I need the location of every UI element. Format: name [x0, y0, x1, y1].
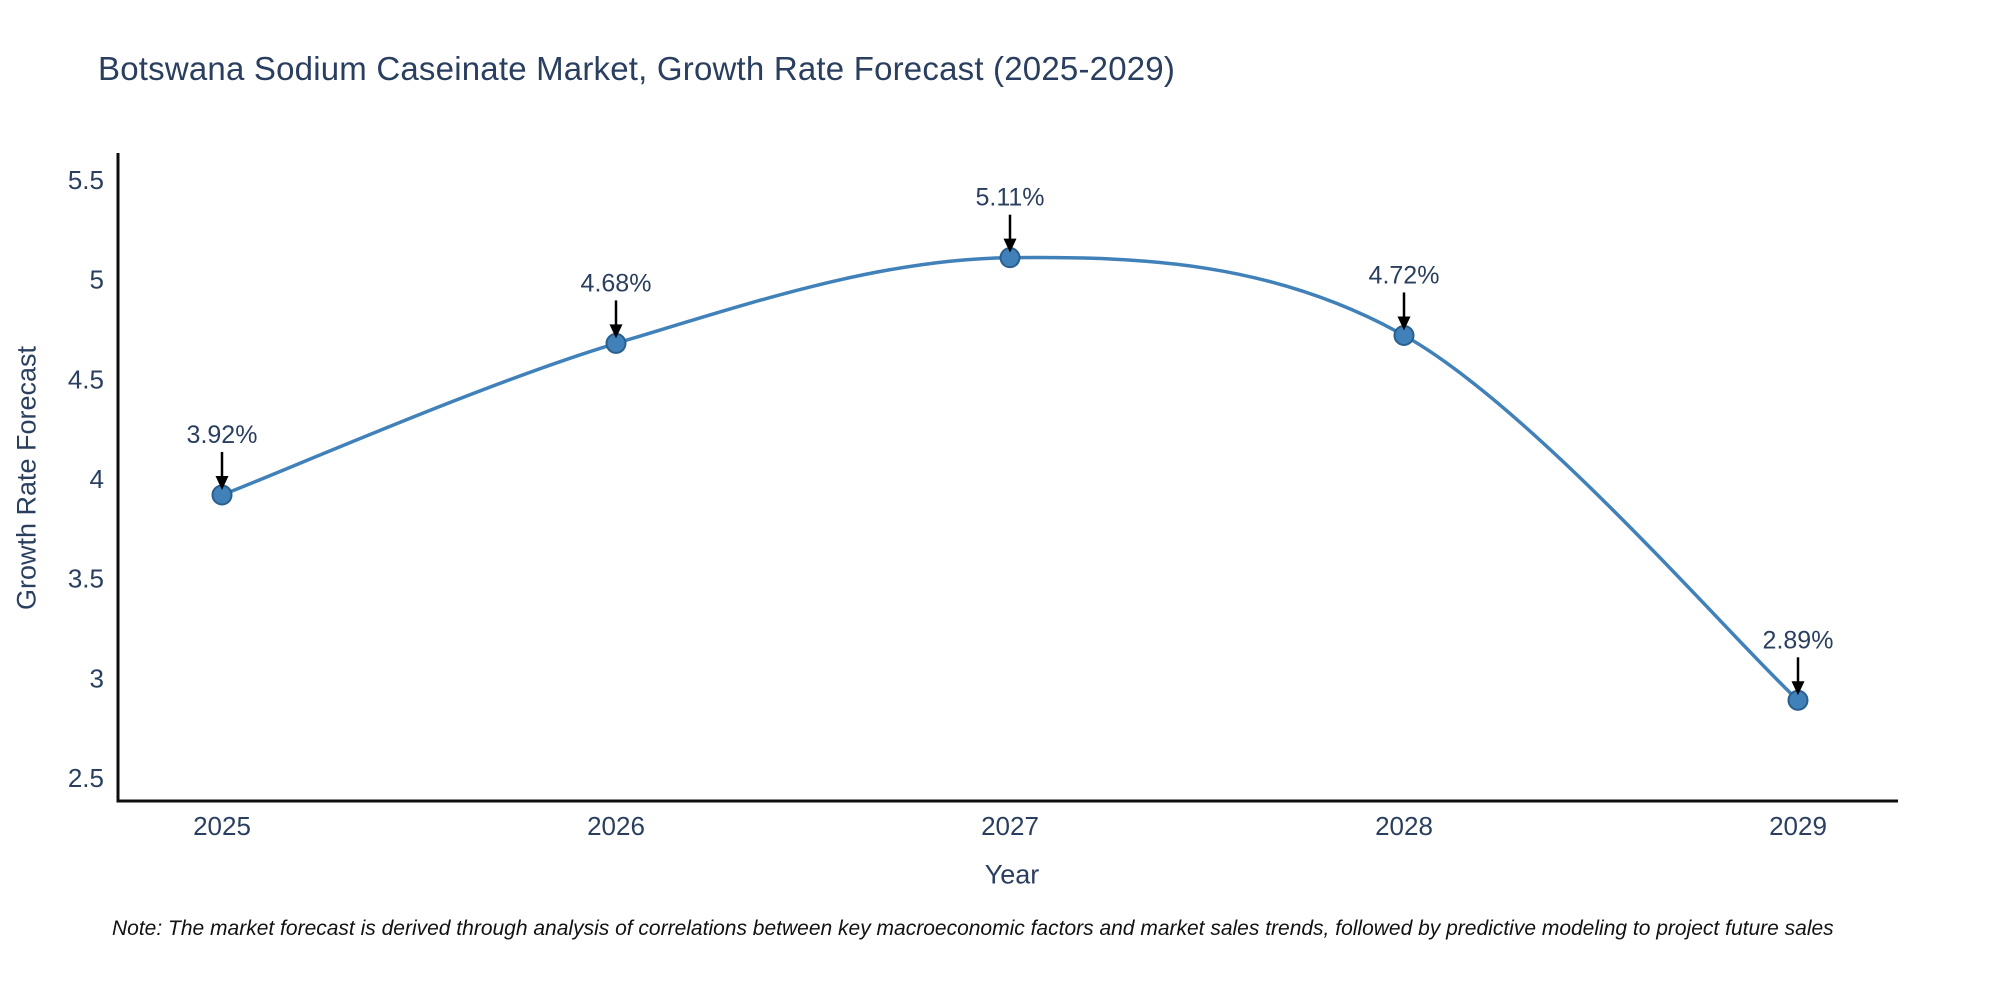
annotation-label: 5.11% — [975, 184, 1044, 212]
annotation-arrow-head — [215, 475, 229, 490]
y-tick-label: 3.5 — [68, 564, 104, 594]
y-tick-label: 4.5 — [68, 364, 104, 394]
x-tick-label: 2029 — [1769, 811, 1827, 841]
chart-title: Botswana Sodium Caseinate Market, Growth… — [98, 50, 1176, 87]
annotation-label: 4.68% — [581, 269, 652, 297]
annotation-arrow-head — [1003, 238, 1017, 253]
x-tick-label: 2027 — [981, 811, 1039, 841]
annotation-label: 4.72% — [1369, 261, 1440, 289]
series-line — [220, 255, 1800, 703]
y-tick-label: 5 — [90, 265, 104, 295]
annotation-arrow-head — [609, 324, 623, 339]
x-tick-label: 2026 — [587, 811, 645, 841]
x-axis-title: Year — [984, 859, 1040, 890]
y-tick-label: 3 — [90, 663, 104, 693]
x-tick-label: 2028 — [1375, 811, 1433, 841]
footnote: Note: The market forecast is derived thr… — [112, 917, 1834, 940]
y-axis-title: Growth Rate Forecast — [11, 345, 42, 611]
annotation-arrow-head — [1397, 316, 1411, 331]
x-tick-label: 2025 — [193, 811, 251, 841]
chart-series-group: 5.5 5 4.5 4 3.5 3 2.5 2025 2026 2027 2028 2029 3.92%… — [68, 165, 1834, 841]
y-tick-label: 5.5 — [68, 165, 104, 195]
y-tick-label: 2.5 — [68, 763, 104, 793]
y-tick-label: 4 — [90, 464, 104, 494]
annotation-label: 2.89% — [1763, 626, 1834, 654]
annotation-label: 3.92% — [187, 421, 258, 449]
annotation-arrow-head — [1791, 681, 1805, 696]
